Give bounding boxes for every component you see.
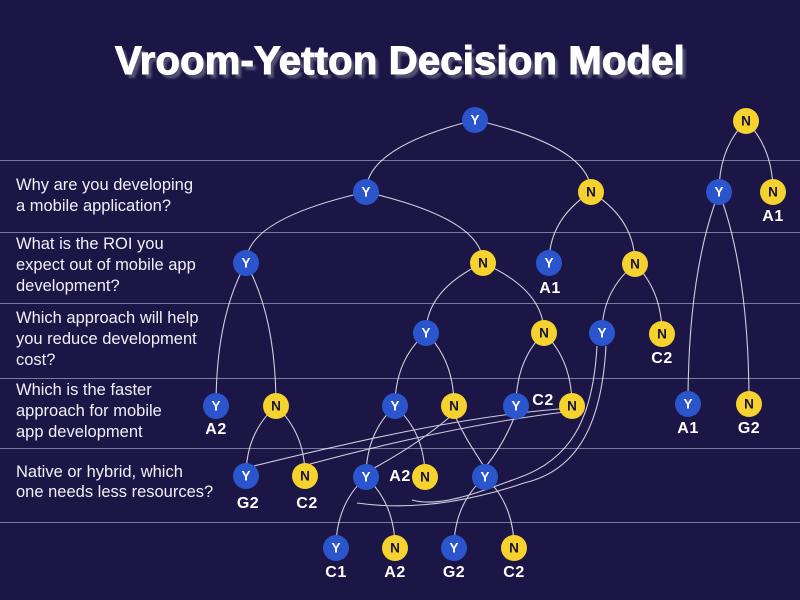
svg-text:N: N	[271, 399, 281, 414]
svg-text:N: N	[300, 469, 310, 484]
svg-text:N: N	[744, 397, 754, 412]
svg-text:Y: Y	[361, 185, 370, 200]
svg-text:Y: Y	[544, 256, 553, 271]
svg-text:N: N	[567, 399, 577, 414]
svg-text:Y: Y	[480, 470, 489, 485]
svg-text:N: N	[509, 541, 519, 556]
svg-text:Y: Y	[470, 113, 479, 128]
svg-text:Y: Y	[449, 541, 458, 556]
svg-text:Y: Y	[597, 326, 606, 341]
svg-text:Y: Y	[390, 399, 399, 414]
svg-text:N: N	[390, 541, 400, 556]
svg-text:Y: Y	[241, 469, 250, 484]
svg-text:N: N	[478, 256, 488, 271]
svg-text:N: N	[586, 185, 596, 200]
svg-text:Y: Y	[511, 399, 520, 414]
svg-text:Y: Y	[683, 397, 692, 412]
svg-text:N: N	[741, 114, 751, 129]
svg-text:N: N	[539, 326, 549, 341]
svg-text:Y: Y	[331, 541, 340, 556]
svg-text:Y: Y	[211, 399, 220, 414]
svg-text:Y: Y	[241, 256, 250, 271]
svg-text:N: N	[630, 257, 640, 272]
svg-text:Y: Y	[421, 326, 430, 341]
svg-text:Y: Y	[714, 185, 723, 200]
svg-text:N: N	[449, 399, 459, 414]
svg-text:N: N	[768, 185, 778, 200]
svg-text:N: N	[420, 470, 430, 485]
svg-text:Y: Y	[361, 470, 370, 485]
svg-text:N: N	[657, 327, 667, 342]
